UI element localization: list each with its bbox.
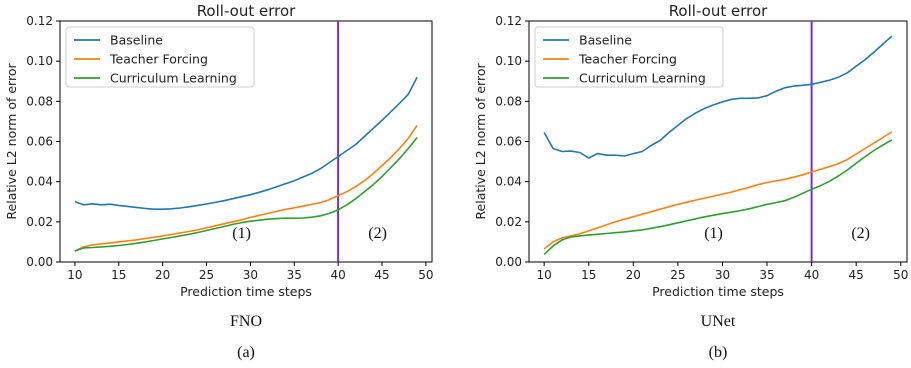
x-tick-label: 15	[581, 268, 596, 282]
panel-label: (b)	[709, 344, 728, 361]
legend-entry-label: Curriculum Learning	[110, 71, 237, 86]
y-tick-label: 0.00	[26, 255, 53, 269]
region-label: (1)	[232, 225, 251, 242]
model-label: FNO	[230, 313, 262, 330]
x-tick-label: 45	[374, 268, 389, 282]
legend-entry-label: Curriculum Learning	[579, 71, 706, 86]
y-tick-label: 0.12	[26, 14, 53, 28]
legend: Baseline Teacher Forcing Curriculum Learni…	[65, 26, 255, 88]
x-tick-label: 40	[330, 268, 345, 282]
legend-entry-label: Baseline	[579, 33, 632, 48]
panel-label: (a)	[237, 344, 255, 361]
y-tick-label: 0.06	[495, 135, 522, 149]
model-label: UNet	[701, 313, 736, 330]
x-tick-label: 20	[155, 268, 170, 282]
legend: Baseline Teacher Forcing Curriculum Learni…	[534, 26, 724, 88]
x-tick-label: 25	[670, 268, 685, 282]
y-tick-label: 0.08	[495, 94, 522, 108]
x-tick-label: 15	[111, 268, 126, 282]
region-label: (2)	[851, 225, 870, 242]
x-tick-label: 30	[243, 268, 258, 282]
x-tick-label: 50	[418, 268, 433, 282]
series-line-baseline	[543, 35, 893, 159]
chart-title: Roll-out error	[669, 2, 768, 20]
y-tick-label: 0.10	[26, 54, 53, 68]
series-line-teacher-forcing	[543, 131, 893, 250]
series-line-baseline	[74, 76, 418, 210]
series-line-curriculum-learning	[74, 137, 418, 252]
x-tick-label: 10	[67, 268, 82, 282]
legend-entry-label: Teacher Forcing	[578, 52, 677, 67]
x-tick-label: 20	[626, 268, 641, 282]
legend-box	[65, 26, 255, 88]
y-tick-label: 0.10	[495, 54, 522, 68]
x-tick-label: 40	[804, 268, 819, 282]
x-tick-label: 10	[537, 268, 552, 282]
legend-entry-label: Baseline	[110, 33, 163, 48]
chart-panel-fno: Roll-out error 10 15 20 25 30 35 40 45 50 0.00 0.02…	[4, 2, 433, 361]
region-label: (1)	[704, 225, 723, 242]
series-line-teacher-forcing	[74, 124, 418, 252]
x-tick-label: 30	[715, 268, 730, 282]
y-tick-label: 0.04	[26, 175, 53, 189]
x-tick-label: 35	[759, 268, 774, 282]
y-tick-label: 0.02	[26, 215, 53, 229]
x-axis-label: Prediction time steps	[652, 284, 784, 299]
x-tick-label: 50	[893, 268, 908, 282]
y-tick-label: 0.08	[26, 94, 53, 108]
x-tick-label: 25	[199, 268, 214, 282]
y-axis-label: Relative L2 norm of error	[4, 63, 19, 220]
y-axis-label: Relative L2 norm of error	[473, 63, 488, 220]
region-label: (2)	[368, 225, 387, 242]
x-axis-label: Prediction time steps	[180, 284, 312, 299]
x-tick-label: 45	[849, 268, 864, 282]
chart-title: Roll-out error	[197, 2, 296, 20]
y-tick-label: 0.02	[495, 215, 522, 229]
y-tick-label: 0.00	[495, 255, 522, 269]
y-tick-label: 0.06	[26, 135, 53, 149]
legend-entry-label: Teacher Forcing	[109, 52, 208, 67]
chart-panel-unet: Roll-out error 10 15 20 25 30 35 40 45 50 0.00 0.02…	[473, 2, 908, 361]
series-line-curriculum-learning	[543, 139, 893, 255]
legend-box	[534, 26, 724, 88]
x-tick-label: 35	[287, 268, 302, 282]
y-tick-label: 0.12	[495, 14, 522, 28]
y-tick-label: 0.04	[495, 175, 522, 189]
